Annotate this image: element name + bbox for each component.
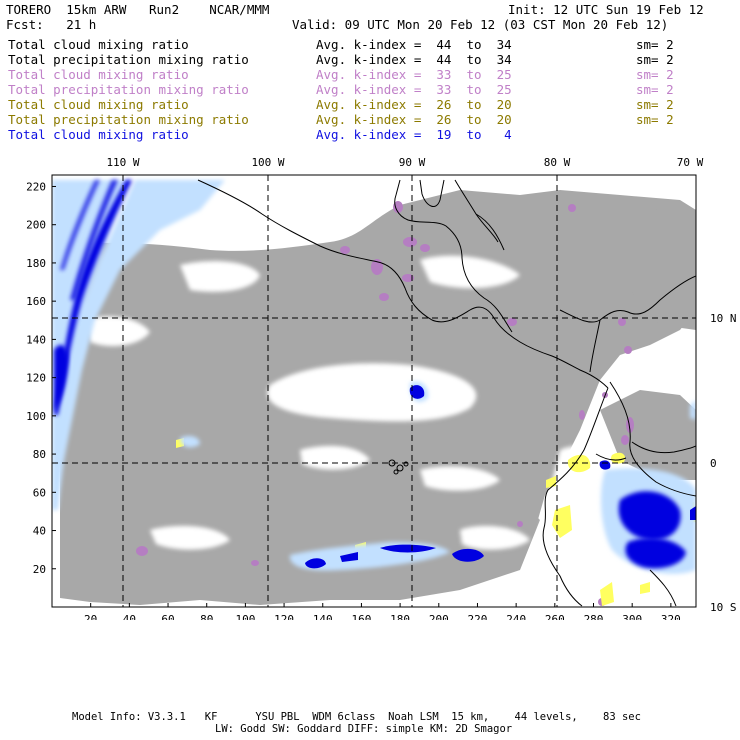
axis-ticks: 20 40 60 80 100 120 140 160 180 200 220 240 260 280 30… bbox=[26, 180, 681, 620]
model-info-line1: Model Info: V3.3.1 KF YSU PBL WDM 6class… bbox=[72, 711, 641, 723]
map-frame bbox=[51, 174, 697, 608]
y-tick-label: 140 bbox=[26, 333, 46, 346]
field-name: Total precipitation mixing ratio bbox=[8, 112, 249, 127]
field-smoothing: sm= 2 bbox=[636, 112, 674, 127]
lat-lon-grid bbox=[52, 175, 696, 607]
y-tick-label: 220 bbox=[26, 180, 46, 193]
longitude-label: 80 W bbox=[544, 156, 571, 169]
x-tick-label: 100 bbox=[235, 613, 255, 620]
field-legend-row: Total precipitation mixing ratio Avg. k-i… bbox=[8, 112, 733, 127]
y-tick-label: 200 bbox=[26, 219, 46, 232]
y-tick-label: 60 bbox=[33, 486, 46, 499]
field-name: Total cloud mixing ratio bbox=[8, 37, 189, 52]
y-tick-label: 20 bbox=[33, 563, 46, 576]
field-smoothing: sm= 2 bbox=[636, 97, 674, 112]
model-info-line2: LW: Godd SW: Goddard DIFF: simple KM: 2D… bbox=[215, 723, 513, 735]
latitude-label: 10 S bbox=[710, 601, 737, 614]
latitude-labels: 10 N 0 10 S bbox=[710, 312, 737, 614]
x-tick-label: 220 bbox=[468, 613, 488, 620]
field-name: Total precipitation mixing ratio bbox=[8, 52, 249, 67]
y-tick-label: 40 bbox=[33, 525, 46, 538]
field-k-index: Avg. k-index = 26 to 20 bbox=[316, 97, 512, 112]
x-tick-label: 80 bbox=[200, 613, 213, 620]
x-tick-label: 300 bbox=[622, 613, 642, 620]
y-tick-label: 100 bbox=[26, 410, 46, 423]
field-legend-row: Total cloud mixing ratio Avg. k-index = 3… bbox=[8, 67, 733, 82]
field-legend-row: Total cloud mixing ratio Avg. k-index = 1… bbox=[8, 127, 733, 142]
field-smoothing: sm= 2 bbox=[636, 52, 674, 67]
x-tick-label: 120 bbox=[274, 613, 294, 620]
x-tick-label: 260 bbox=[545, 613, 565, 620]
longitude-labels: 110 W 100 W 90 W 80 W 70 W bbox=[106, 156, 703, 169]
x-tick-label: 200 bbox=[429, 613, 449, 620]
longitude-label: 90 W bbox=[399, 156, 426, 169]
field-smoothing: sm= 2 bbox=[636, 37, 674, 52]
y-tick-label: 120 bbox=[26, 372, 46, 385]
forecast-map: 20 40 60 80 100 120 140 160 180 200 220 240 260 280 30… bbox=[26, 156, 737, 620]
field-smoothing: sm= 2 bbox=[636, 67, 674, 82]
latitude-label: 0 bbox=[710, 457, 717, 470]
init-time: Init: 12 UTC Sun 19 Feb 12 bbox=[508, 2, 704, 17]
x-tick-label: 140 bbox=[313, 613, 333, 620]
field-name: Total cloud mixing ratio bbox=[8, 67, 189, 82]
x-tick-label: 240 bbox=[506, 613, 526, 620]
x-tick-label: 280 bbox=[584, 613, 604, 620]
forecast-hour: Fcst: 21 h bbox=[6, 17, 97, 32]
longitude-label: 100 W bbox=[251, 156, 284, 169]
field-k-index: Avg. k-index = 33 to 25 bbox=[316, 67, 512, 82]
field-k-index: Avg. k-index = 26 to 20 bbox=[316, 112, 512, 127]
longitude-label: 110 W bbox=[106, 156, 139, 169]
cloud-field-blue bbox=[54, 180, 696, 569]
x-tick-label: 320 bbox=[661, 613, 681, 620]
field-legend-row: Total cloud mixing ratio Avg. k-index = 2… bbox=[8, 97, 733, 112]
latitude-label: 10 N bbox=[710, 312, 737, 325]
y-tick-label: 180 bbox=[26, 257, 46, 270]
x-tick-label: 40 bbox=[123, 613, 136, 620]
field-k-index: Avg. k-index = 33 to 25 bbox=[316, 82, 512, 97]
field-legend-row: Total precipitation mixing ratio Avg. k-i… bbox=[8, 82, 733, 97]
field-smoothing: sm= 2 bbox=[636, 82, 674, 97]
field-k-index: Avg. k-index = 44 to 34 bbox=[316, 37, 512, 52]
coastlines bbox=[197, 179, 696, 607]
x-tick-label: 20 bbox=[84, 613, 97, 620]
y-tick-label: 80 bbox=[33, 448, 46, 461]
model-title: TORERO 15km ARW Run2 NCAR/MMM bbox=[6, 2, 270, 17]
y-tick-label: 160 bbox=[26, 295, 46, 308]
field-k-index: Avg. k-index = 19 to 4 bbox=[316, 127, 512, 142]
field-legend-row: Total cloud mixing ratio Avg. k-index = 4… bbox=[8, 37, 733, 52]
field-name: Total cloud mixing ratio bbox=[8, 127, 189, 142]
valid-time: Valid: 09 UTC Mon 20 Feb 12 (03 CST Mon … bbox=[292, 17, 669, 32]
cloud-field-purple bbox=[136, 201, 693, 606]
x-tick-label: 180 bbox=[390, 613, 410, 620]
x-tick-label: 60 bbox=[161, 613, 174, 620]
x-tick-label: 160 bbox=[351, 613, 371, 620]
field-name: Total cloud mixing ratio bbox=[8, 97, 189, 112]
field-name: Total precipitation mixing ratio bbox=[8, 82, 249, 97]
field-legend-row: Total precipitation mixing ratio Avg. k-i… bbox=[8, 52, 733, 67]
longitude-label: 70 W bbox=[677, 156, 704, 169]
field-k-index: Avg. k-index = 44 to 34 bbox=[316, 52, 512, 67]
